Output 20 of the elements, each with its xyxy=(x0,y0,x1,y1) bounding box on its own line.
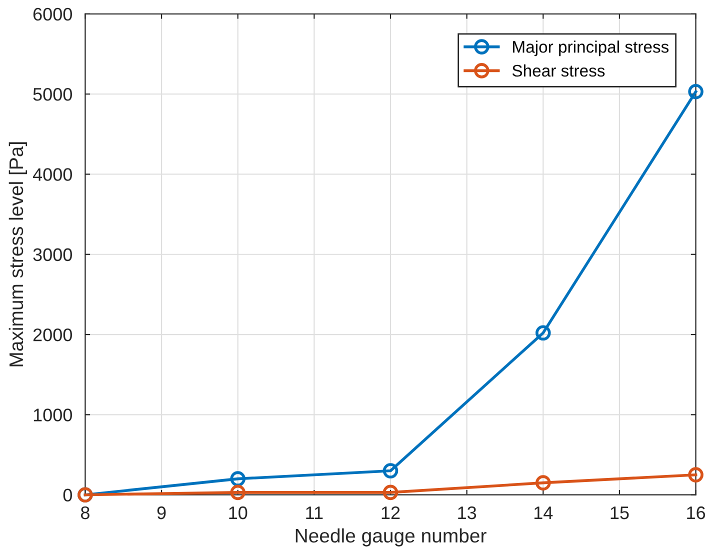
x-tick-label: 13 xyxy=(458,506,476,520)
x-tick-label: 16 xyxy=(687,506,706,520)
x-tick-label: 12 xyxy=(382,506,400,520)
legend-label: Shear stress xyxy=(512,64,605,77)
y-tick-label: 4000 xyxy=(32,168,72,181)
x-tick-label: 10 xyxy=(229,506,248,520)
y-tick-label: 1000 xyxy=(34,408,72,422)
y-axis-title: Maximum stress level [Pa] xyxy=(8,142,27,366)
y-tick-label: 6000 xyxy=(33,8,72,21)
legend-label: Major principal stress xyxy=(513,40,669,56)
y-tick-label: 2000 xyxy=(33,328,72,342)
y-tick-label: 3000 xyxy=(33,248,72,262)
x-tick-label: 11 xyxy=(306,506,323,520)
x-tick-label: 9 xyxy=(157,506,166,520)
x-tick-label: 14 xyxy=(534,506,553,520)
y-tick-label: 5000 xyxy=(33,88,72,101)
y-tick-label: 0 xyxy=(63,488,72,502)
x-axis-title: Needle gauge number xyxy=(296,528,486,546)
x-tick-label: 8 xyxy=(80,506,90,520)
x-tick-label: 15 xyxy=(610,506,629,520)
